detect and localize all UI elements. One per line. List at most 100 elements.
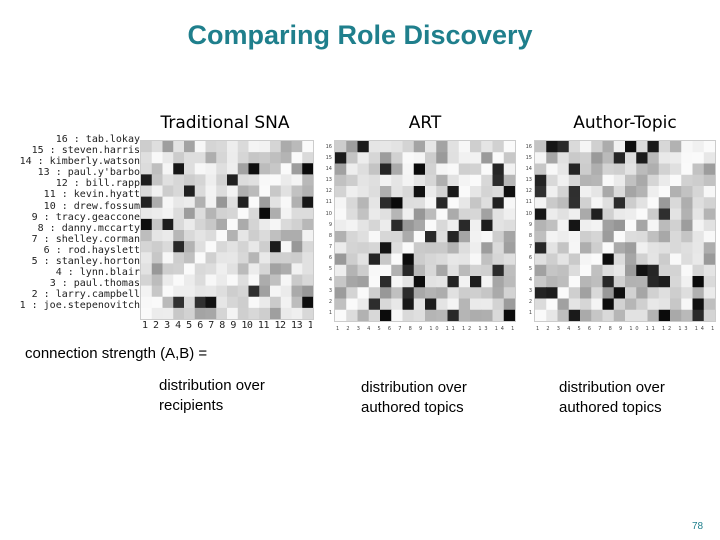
- matrix-cell: [335, 276, 347, 288]
- panel-title-author-topic: Author-Topic: [573, 113, 677, 133]
- matrix-cell: [492, 264, 505, 277]
- matrix-cell: [658, 276, 671, 288]
- matrix-cell: [546, 298, 558, 311]
- matrix-cell: [625, 186, 637, 198]
- matrix-cell: [151, 152, 163, 164]
- matrix-cell: [568, 208, 581, 221]
- matrix-cell: [291, 141, 303, 153]
- matrix-cell: [248, 252, 260, 264]
- matrix-cell: [216, 263, 228, 275]
- matrix-cell: [546, 253, 558, 266]
- matrix-cell: [335, 186, 347, 198]
- matrix-cell: [368, 197, 381, 209]
- matrix-cell: [227, 307, 239, 320]
- matrix-cell: [625, 219, 637, 232]
- matrix-cell: [568, 264, 581, 277]
- matrix-cell: [205, 296, 217, 309]
- matrix-cell: [184, 152, 196, 164]
- matrix-cell: [591, 242, 603, 254]
- matrix-cell: [227, 230, 239, 242]
- matrix-cell: [141, 185, 153, 198]
- matrix-cell: [557, 152, 570, 164]
- matrix-cell: [184, 163, 196, 175]
- matrix-cell: [436, 264, 448, 277]
- matrix-cell: [636, 197, 648, 209]
- matrix-cell: [602, 309, 615, 322]
- matrix-cell: [237, 207, 249, 220]
- matrix-cell: [237, 141, 249, 153]
- matrix-cell: [703, 197, 716, 209]
- matrix-cell: [216, 252, 228, 264]
- matrix-cell: [703, 253, 716, 266]
- matrix-cell: [425, 231, 437, 243]
- matrix-cell: [681, 287, 693, 299]
- matrix-cell: [413, 287, 426, 299]
- matrix-cell: [492, 163, 505, 176]
- matrix-cell: [302, 241, 314, 253]
- matrix-cell: [216, 163, 228, 175]
- matrix-cell: [380, 152, 392, 164]
- matrix-cell: [580, 253, 592, 266]
- matrix-cell: [184, 307, 196, 320]
- matrix-cell: [580, 141, 592, 153]
- matrix-cell: [259, 218, 271, 231]
- matrix-cell: [205, 252, 217, 264]
- art-x-ticks: 1 2 3 4 5 6 7 8 9 10 11 12 13 14 15 16: [336, 326, 516, 332]
- matrix-cell: [658, 174, 671, 187]
- matrix-cell: [259, 174, 271, 186]
- matrix-cell: [436, 298, 448, 311]
- matrix-cell: [470, 264, 482, 277]
- matrix-cell: [470, 141, 482, 153]
- matrix-cell: [216, 296, 228, 309]
- matrix-cell: [216, 196, 228, 209]
- matrix-cell: [458, 174, 471, 187]
- matrix-cell: [391, 141, 403, 153]
- matrix-cell: [546, 264, 558, 277]
- matrix-cell: [413, 253, 426, 266]
- matrix-cell: [703, 163, 716, 176]
- matrix-cell: [173, 196, 185, 209]
- matrix-cell: [692, 253, 705, 266]
- matrix-cell: [692, 309, 705, 322]
- matrix-cell: [205, 152, 217, 164]
- matrix-cell: [447, 253, 460, 266]
- matrix-cell: [492, 287, 505, 299]
- matrix-cell: [346, 141, 358, 153]
- caption-art: distribution over authored topics: [361, 378, 467, 418]
- matrix-cell: [216, 141, 228, 153]
- matrix-cell: [503, 276, 516, 288]
- matrix-cell: [636, 264, 648, 277]
- matrix-cell: [425, 219, 437, 232]
- matrix-cell: [259, 296, 271, 309]
- matrix-cell: [580, 152, 592, 164]
- matrix-cell: [162, 230, 174, 242]
- matrix-cell: [681, 242, 693, 254]
- matrix-cell: [658, 298, 671, 311]
- matrix-cell: [692, 208, 705, 221]
- caption-art-line1: distribution over: [361, 379, 467, 396]
- art-y-ticks: 16 15 14 13 12 11 10 9 8 7 6 5 4 3 2 1: [325, 144, 332, 317]
- matrix-cell: [237, 285, 249, 298]
- matrix-cell: [402, 276, 415, 288]
- matrix-cell: [681, 186, 693, 198]
- matrix-cell: [458, 309, 471, 322]
- matrix-cell: [557, 242, 570, 254]
- matrix-cell: [413, 231, 426, 243]
- matrix-cell: [670, 219, 682, 232]
- matrix-cell: [625, 197, 637, 209]
- caption-traditional-sna-line1: distribution over: [159, 377, 265, 394]
- matrix-cell: [636, 231, 648, 243]
- matrix-cell: [470, 231, 482, 243]
- matrix-cell: [162, 152, 174, 164]
- matrix-cell: [503, 163, 516, 176]
- matrix-cell: [425, 242, 437, 254]
- matrix-cell: [602, 186, 615, 198]
- matrix-cell: [259, 152, 271, 164]
- matrix-cell: [402, 197, 415, 209]
- matrix-cell: [602, 298, 615, 311]
- matrix-cell: [259, 163, 271, 175]
- matrix-cell: [151, 263, 163, 275]
- matrix-cell: [425, 253, 437, 266]
- matrix-cell: [357, 141, 370, 153]
- matrix-cell: [194, 296, 206, 309]
